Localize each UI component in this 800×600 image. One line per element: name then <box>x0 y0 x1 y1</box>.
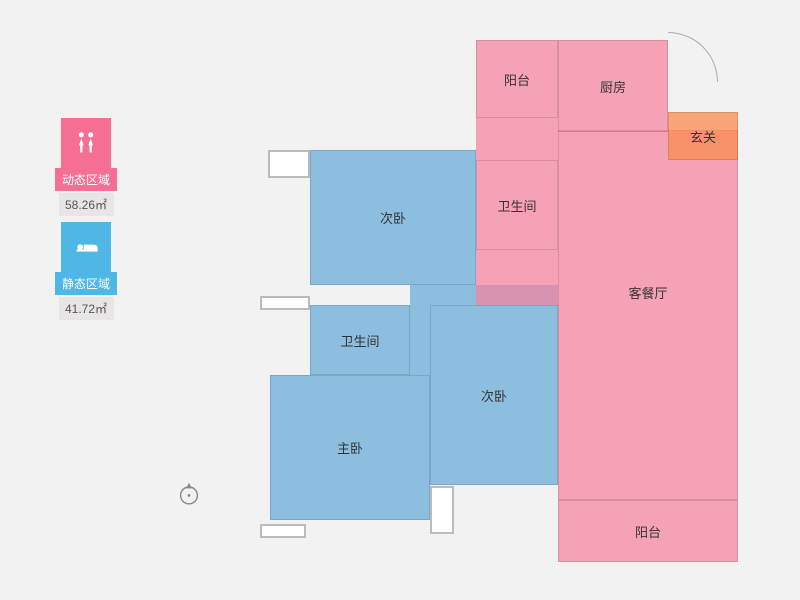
floorplan-canvas: 动态区域 58.26㎡ 静态区域 41.72㎡ 客餐厅厨房阳台玄关卫生间阳台次卧… <box>0 0 800 600</box>
room-label: 次卧 <box>380 208 406 227</box>
room-label: 厨房 <box>600 77 626 96</box>
door-arc <box>668 32 718 82</box>
passage <box>476 250 558 305</box>
room-bed2b: 次卧 <box>430 305 558 485</box>
legend-static-label: 静态区域 <box>55 272 117 295</box>
legend-dynamic: 动态区域 58.26㎡ <box>55 118 117 216</box>
room-label: 阳台 <box>504 70 530 89</box>
column <box>268 150 310 178</box>
room-kitchen: 厨房 <box>558 40 668 132</box>
column <box>430 486 454 534</box>
room-bed2a: 次卧 <box>310 150 476 285</box>
people-icon <box>61 118 111 168</box>
legend-static: 静态区域 41.72㎡ <box>55 222 117 320</box>
passage <box>410 305 430 375</box>
room-entry: 玄关 <box>668 112 738 160</box>
room-label: 次卧 <box>481 386 507 405</box>
room-label: 阳台 <box>635 522 661 541</box>
room-balcony-n: 阳台 <box>476 40 558 118</box>
room-label: 客餐厅 <box>628 283 667 302</box>
room-master: 主卧 <box>270 375 430 520</box>
legend-static-value: 41.72㎡ <box>59 297 114 320</box>
column <box>260 296 310 310</box>
floor-plan: 客餐厅厨房阳台玄关卫生间阳台次卧卫生间次卧主卧 <box>230 20 770 580</box>
room-balcony-s: 阳台 <box>558 500 738 562</box>
room-label: 玄关 <box>690 127 716 146</box>
passage <box>476 118 558 160</box>
room-label: 卫生间 <box>340 331 379 350</box>
room-label: 卫生间 <box>497 196 536 215</box>
legend-dynamic-label: 动态区域 <box>55 168 117 191</box>
column <box>260 524 306 538</box>
room-bath2: 卫生间 <box>310 305 410 375</box>
sleep-icon <box>61 222 111 272</box>
room-bath1: 卫生间 <box>476 160 558 250</box>
room-living: 客餐厅 <box>558 130 738 500</box>
room-label: 主卧 <box>337 438 363 457</box>
legend-dynamic-value: 58.26㎡ <box>59 193 114 216</box>
compass-icon <box>175 480 203 508</box>
